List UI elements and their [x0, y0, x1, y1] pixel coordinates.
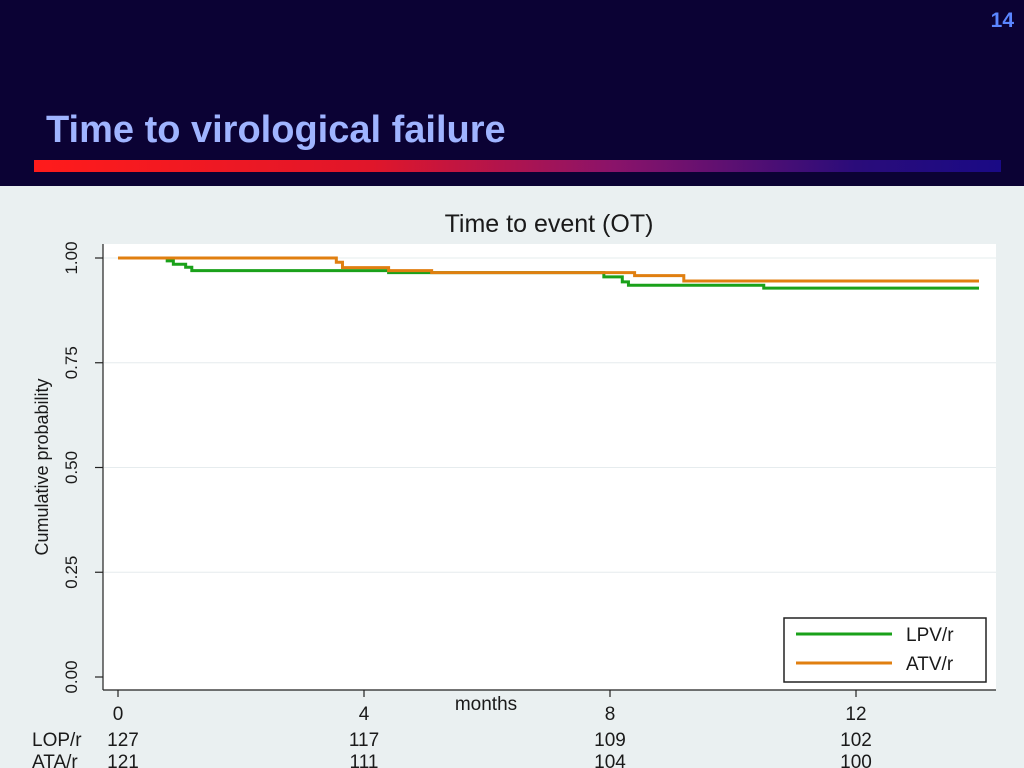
y-tick-label: 1.00	[62, 241, 81, 274]
y-tick-label: 0.00	[62, 660, 81, 693]
risk-value: 109	[594, 730, 626, 751]
y-tick-label: 0.25	[62, 556, 81, 589]
risk-value: 121	[107, 752, 139, 768]
risk-value: 100	[840, 752, 872, 768]
y-axis-label: Cumulative probability	[32, 378, 52, 555]
risk-value: 102	[840, 730, 872, 751]
legend-label-lpv: LPV/r	[906, 625, 954, 646]
x-axis-label: months	[455, 694, 517, 715]
slide-title: Time to virological failure	[46, 109, 506, 151]
risk-row-label: LOP/r	[32, 730, 82, 751]
risk-value: 111	[350, 752, 379, 768]
y-tick-label: 0.50	[62, 451, 81, 484]
risk-value: 104	[594, 752, 626, 768]
legend: LPV/r ATV/r	[783, 617, 987, 683]
series-line-atvr	[118, 256, 979, 283]
risk-row-label: ATA/r	[32, 752, 78, 768]
title-underline-bar	[34, 160, 1001, 172]
x-tick-label: 8	[605, 704, 616, 725]
legend-label-atv: ATV/r	[906, 654, 954, 675]
x-tick-label: 4	[359, 704, 370, 725]
slide-number: 14	[990, 9, 1014, 32]
slide-header: 14 Time to virological failure	[0, 0, 1024, 186]
risk-value: 117	[349, 730, 379, 751]
y-tick-label: 0.75	[62, 346, 81, 379]
x-tick-label: 0	[113, 704, 124, 725]
chart-title: Time to event (OT)	[445, 210, 654, 238]
survival-chart: 0.00 0.25 0.50 0.75 1.00 0 4 8 12 Time to event …	[32, 210, 996, 768]
risk-value: 127	[107, 730, 139, 751]
x-tick-label: 12	[845, 704, 866, 725]
